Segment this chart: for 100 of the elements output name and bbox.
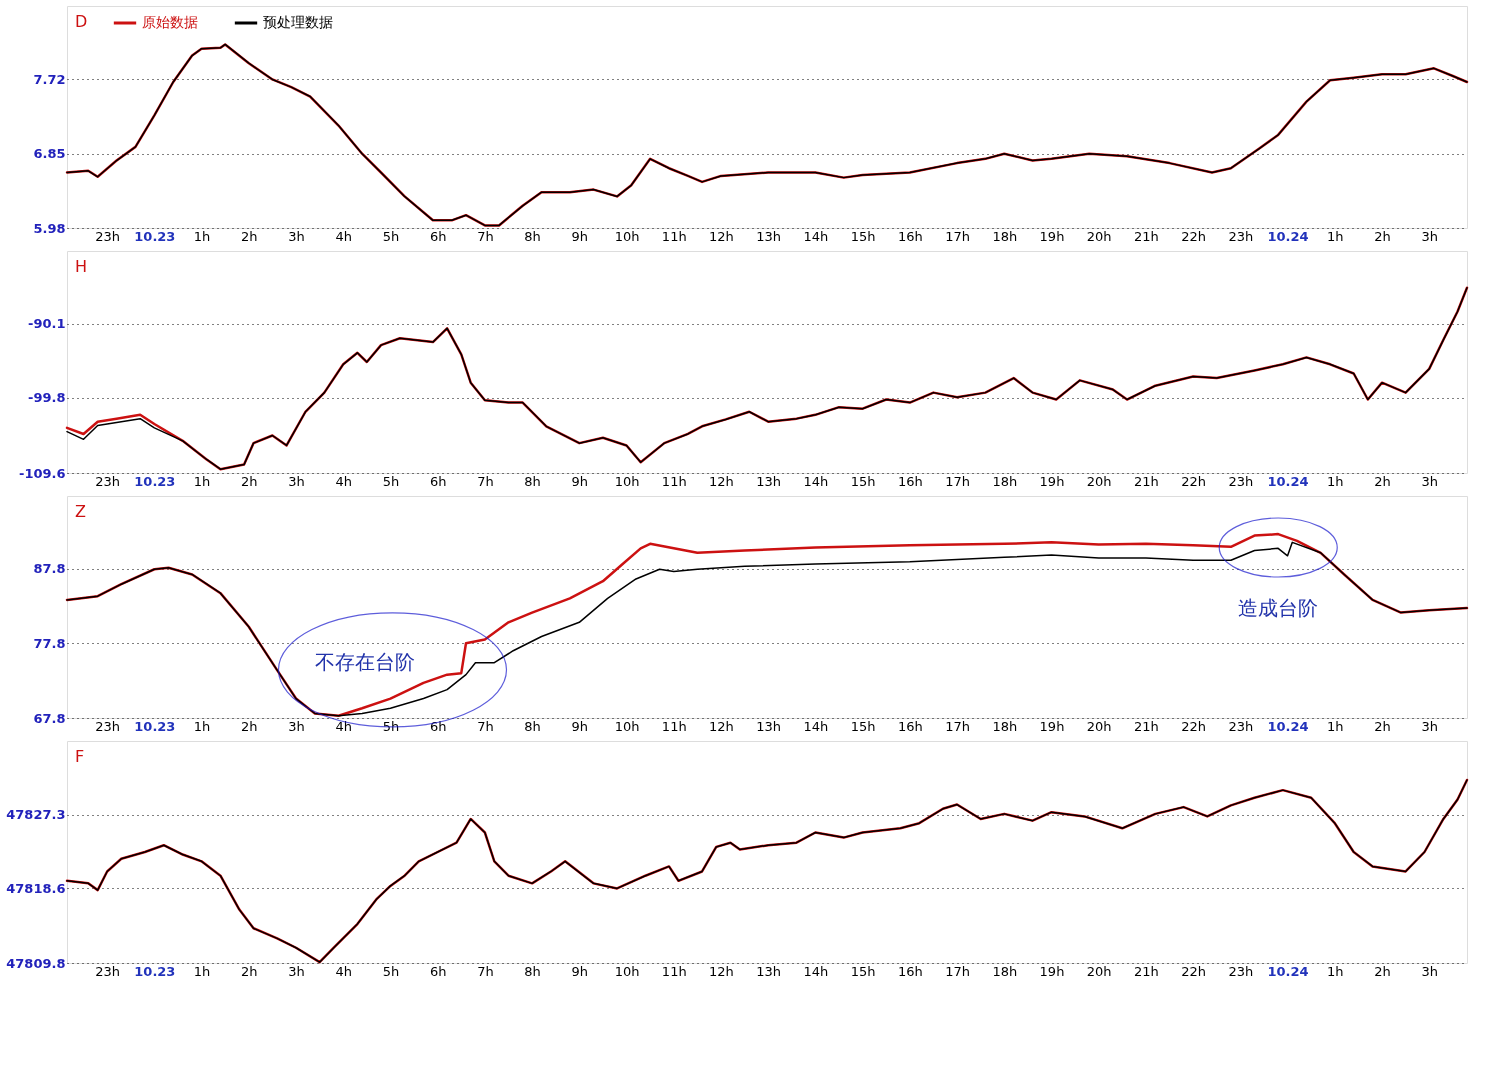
x-tick-label: 4h bbox=[335, 473, 352, 489]
x-tick-label: 17h bbox=[945, 228, 970, 244]
x-tick-label: 16h bbox=[897, 473, 923, 489]
x-tick-label: 14h bbox=[803, 473, 829, 489]
x-tick-label: 4h bbox=[335, 228, 352, 244]
chart-title: F bbox=[75, 747, 85, 766]
x-tick-label: 1h bbox=[1327, 473, 1344, 489]
x-tick-label: 6h bbox=[429, 473, 447, 489]
y-tick-label: -99.8 bbox=[28, 390, 66, 406]
chart-title: D bbox=[75, 12, 88, 31]
legend-label: 原始数据 bbox=[142, 14, 198, 30]
x-tick-label: 22h bbox=[1181, 718, 1207, 734]
x-tick-label: 3h bbox=[1421, 963, 1438, 979]
x-tick-label: 23h bbox=[95, 963, 121, 979]
x-tick-label: 11h bbox=[661, 718, 687, 734]
x-tick-label: 2h bbox=[241, 963, 258, 979]
x-tick-label: 22h bbox=[1181, 473, 1207, 489]
x-tick-label: 19h bbox=[1039, 963, 1065, 979]
x-tick-label: 10.24 bbox=[1267, 718, 1309, 734]
x-tick-label: 10h bbox=[614, 228, 640, 244]
x-tick-label: 16h bbox=[897, 963, 923, 979]
x-tick-label: 11h bbox=[661, 228, 687, 244]
x-tick-label: 1h bbox=[193, 963, 211, 979]
x-tick-label: 12h bbox=[709, 963, 734, 979]
x-tick-label: 11h bbox=[661, 963, 687, 979]
x-tick-label: 18h bbox=[992, 963, 1018, 979]
x-tick-label: 1h bbox=[1327, 718, 1344, 734]
x-tick-label: 14h bbox=[803, 718, 829, 734]
x-tick-label: 18h bbox=[992, 228, 1018, 244]
x-tick-label: 21h bbox=[1134, 718, 1159, 734]
x-tick-label: 7h bbox=[477, 473, 494, 489]
y-tick-label: 7.72 bbox=[33, 71, 66, 87]
x-tick-label: 2h bbox=[241, 718, 258, 734]
x-tick-label: 1h bbox=[193, 473, 211, 489]
x-tick-label: 14h bbox=[803, 963, 829, 979]
x-tick-label: 12h bbox=[709, 718, 734, 734]
x-tick-label: 1h bbox=[1327, 228, 1344, 244]
y-tick-label: 6.85 bbox=[33, 146, 66, 162]
x-tick-label: 19h bbox=[1039, 228, 1065, 244]
x-tick-label: 12h bbox=[709, 228, 734, 244]
x-tick-label: 23h bbox=[1228, 473, 1254, 489]
y-tick-label: -90.1 bbox=[28, 316, 66, 332]
x-tick-label: 22h bbox=[1181, 963, 1207, 979]
x-tick-label: 5h bbox=[382, 718, 400, 734]
x-tick-label: 14h bbox=[803, 228, 829, 244]
x-tick-label: 3h bbox=[288, 228, 305, 244]
x-tick-label: 7h bbox=[477, 718, 494, 734]
x-tick-label: 6h bbox=[429, 963, 447, 979]
x-tick-label: 6h bbox=[429, 718, 447, 734]
x-tick-label: 13h bbox=[756, 228, 782, 244]
x-tick-label: 2h bbox=[1374, 963, 1391, 979]
x-tick-label: 23h bbox=[1228, 718, 1254, 734]
chart-title: Z bbox=[75, 502, 86, 521]
x-tick-label: 7h bbox=[477, 228, 494, 244]
x-tick-label: 11h bbox=[661, 473, 687, 489]
x-tick-label: 3h bbox=[1421, 228, 1438, 244]
x-tick-label: 18h bbox=[992, 473, 1018, 489]
x-tick-label: 23h bbox=[1228, 228, 1254, 244]
x-tick-label: 15h bbox=[850, 963, 876, 979]
x-tick-label: 1h bbox=[1327, 963, 1344, 979]
x-tick-label: 2h bbox=[241, 473, 258, 489]
x-tick-label: 10.23 bbox=[134, 228, 176, 244]
x-tick-label: 10h bbox=[614, 718, 640, 734]
x-tick-label: 16h bbox=[897, 718, 923, 734]
x-tick-label: 9h bbox=[571, 473, 589, 489]
x-tick-label: 2h bbox=[1374, 473, 1391, 489]
x-tick-label: 3h bbox=[288, 718, 305, 734]
x-tick-label: 1h bbox=[193, 228, 211, 244]
x-tick-label: 10.23 bbox=[134, 718, 176, 734]
x-tick-label: 13h bbox=[756, 718, 782, 734]
x-tick-label: 10.24 bbox=[1267, 473, 1309, 489]
x-tick-label: 5h bbox=[382, 963, 400, 979]
y-tick-label: 87.8 bbox=[33, 561, 66, 577]
x-tick-label: 9h bbox=[571, 963, 589, 979]
x-tick-label: 19h bbox=[1039, 718, 1065, 734]
y-tick-label: 47818.6 bbox=[6, 880, 66, 896]
x-tick-label: 20h bbox=[1086, 718, 1112, 734]
x-tick-label: 18h bbox=[992, 718, 1018, 734]
y-tick-label: 47827.3 bbox=[6, 807, 66, 823]
x-tick-label: 23h bbox=[1228, 963, 1254, 979]
x-tick-label: 3h bbox=[1421, 473, 1438, 489]
chart-title: H bbox=[75, 257, 88, 276]
x-tick-label: 10.23 bbox=[134, 963, 176, 979]
x-tick-label: 9h bbox=[571, 228, 589, 244]
x-tick-label: 2h bbox=[241, 228, 258, 244]
x-tick-label: 6h bbox=[429, 228, 447, 244]
x-tick-label: 17h bbox=[945, 963, 970, 979]
x-tick-label: 13h bbox=[756, 963, 782, 979]
x-tick-label: 13h bbox=[756, 473, 782, 489]
x-tick-label: 23h bbox=[95, 718, 121, 734]
x-tick-label: 8h bbox=[524, 963, 541, 979]
x-tick-label: 7h bbox=[477, 963, 494, 979]
x-tick-label: 4h bbox=[335, 718, 352, 734]
x-tick-label: 10.23 bbox=[134, 473, 176, 489]
x-tick-label: 5h bbox=[382, 228, 400, 244]
x-tick-label: 8h bbox=[524, 228, 541, 244]
x-tick-label: 8h bbox=[524, 718, 541, 734]
x-tick-label: 17h bbox=[945, 473, 970, 489]
x-tick-label: 3h bbox=[288, 963, 305, 979]
legend-label: 预处理数据 bbox=[263, 14, 333, 30]
